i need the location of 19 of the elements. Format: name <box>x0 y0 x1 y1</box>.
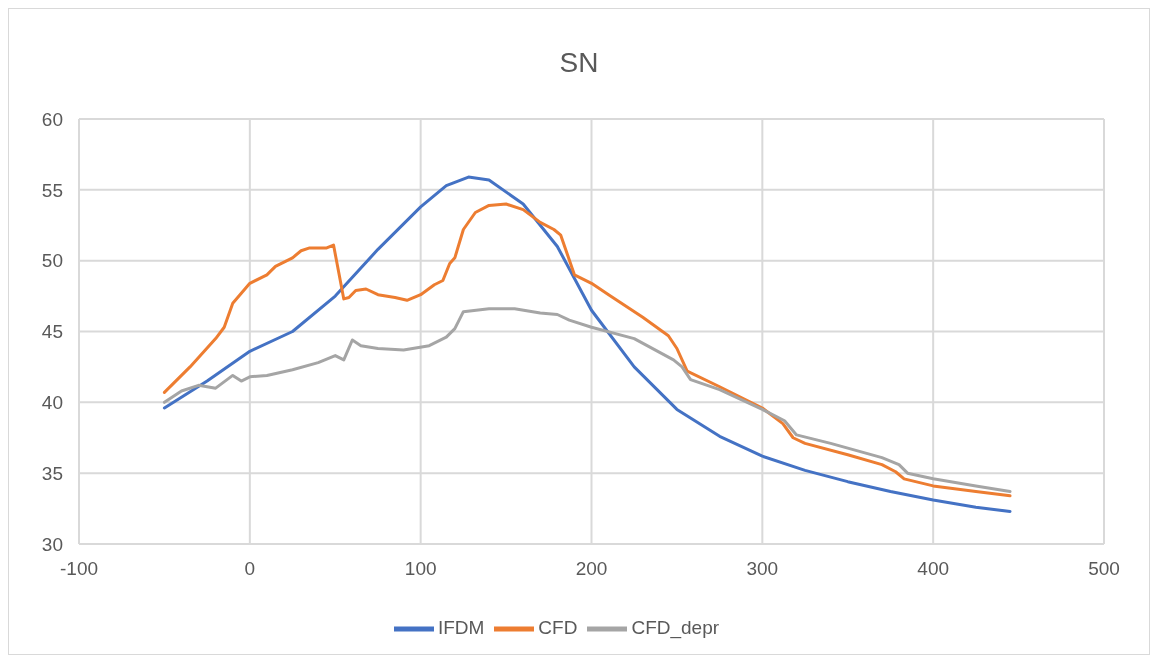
x-tick-label: 100 <box>404 558 437 580</box>
x-tick-label: 300 <box>746 558 779 580</box>
x-tick-label: -100 <box>59 558 99 580</box>
x-tick-label: 500 <box>1088 558 1120 580</box>
line-series <box>162 307 1012 494</box>
x-tick-label: 0 <box>244 558 256 580</box>
chart-title: SN <box>558 47 600 79</box>
y-tick-label: 55 <box>41 179 63 201</box>
y-tick-label: 60 <box>41 108 63 130</box>
legend-label: CFD_depr <box>631 617 720 639</box>
x-tick-label: 400 <box>917 558 950 580</box>
y-tick-label: 45 <box>41 321 63 343</box>
y-tick-label: 50 <box>41 250 63 272</box>
legend-label: CFD <box>538 617 578 639</box>
x-tick-label: 200 <box>575 558 608 580</box>
y-tick-label: 35 <box>41 462 63 484</box>
legend-label: IFDM <box>437 617 485 639</box>
y-tick-label: 30 <box>41 533 63 555</box>
y-tick-label: 40 <box>41 392 63 414</box>
